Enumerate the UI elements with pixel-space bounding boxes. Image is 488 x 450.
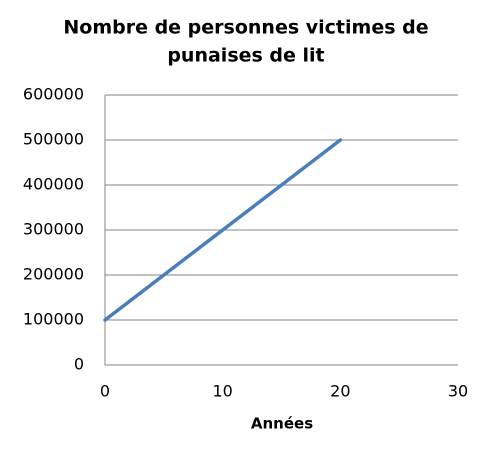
y-tick-label: 600000 <box>23 85 84 104</box>
y-tick-label: 300000 <box>23 220 84 239</box>
x-axis-title: Années <box>251 415 313 433</box>
y-tick-label: 400000 <box>23 175 84 194</box>
x-tick-label: 20 <box>330 382 350 401</box>
x-tick-label: 0 <box>100 382 110 401</box>
x-tick-label: 10 <box>212 382 232 401</box>
y-tick-label: 100000 <box>23 310 84 329</box>
y-tick-label: 500000 <box>23 130 84 149</box>
x-tick-label: 30 <box>448 382 468 401</box>
data-line <box>103 138 343 322</box>
y-tick-label: 0 <box>74 355 84 374</box>
chart-title: punaises de lit <box>167 45 324 67</box>
y-tick-label: 200000 <box>23 265 84 284</box>
chart-title: Nombre de personnes victimes de <box>63 17 428 39</box>
